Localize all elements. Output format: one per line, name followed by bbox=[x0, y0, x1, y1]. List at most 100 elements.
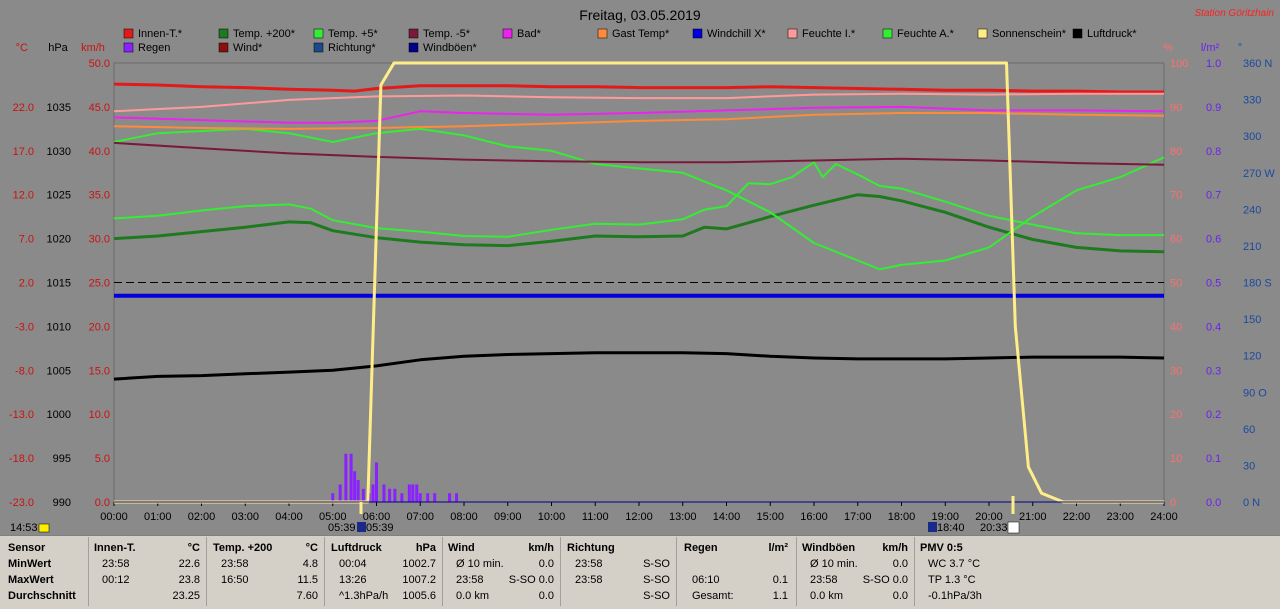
pct-tick: 30 bbox=[1170, 365, 1182, 377]
lm2-tick: 1.0 bbox=[1206, 58, 1221, 70]
legend-label: Feuchte A.* bbox=[897, 28, 955, 40]
summary-header: Richtung bbox=[567, 542, 615, 554]
x-tick: 03:00 bbox=[231, 511, 259, 523]
legend-label: Windchill X* bbox=[707, 28, 766, 40]
summary-cell-value: S-SO 0.0 bbox=[862, 574, 908, 586]
summary-cell-value: 1.1 bbox=[772, 590, 788, 602]
summary-divider bbox=[442, 537, 443, 606]
rain-bar bbox=[349, 453, 353, 502]
summary-cell-key: 0.0 km bbox=[456, 590, 490, 602]
rain-bar bbox=[338, 484, 342, 502]
x-tick: 09:00 bbox=[494, 511, 522, 523]
hpa-tick: 1010 bbox=[47, 321, 71, 333]
summary-unit: hPa bbox=[415, 542, 436, 554]
summary-table: Sensor Innen-T. °C Temp. +200 °C Luftdruck hPa… bbox=[0, 535, 1280, 609]
series-luftdruck bbox=[113, 351, 1165, 381]
summary-cell-value: S-SO 0.0 bbox=[508, 574, 554, 586]
legend-label: Luftdruck* bbox=[1087, 28, 1137, 40]
summary-cell-value: S-SO bbox=[643, 590, 670, 602]
weather-chart: Freitag, 03.05.2019 Station Göritzhain I… bbox=[8, 7, 1276, 534]
rain-bar bbox=[344, 453, 348, 502]
series-gast-temp bbox=[113, 112, 1165, 130]
summary-cell-key: 00:04 bbox=[339, 558, 367, 570]
x-tick: 23:00 bbox=[1106, 511, 1134, 523]
pct-tick: 60 bbox=[1170, 234, 1182, 246]
x-tick: 18:00 bbox=[888, 511, 916, 523]
summary-divider bbox=[88, 537, 89, 606]
deg-tick: 330 bbox=[1243, 95, 1261, 107]
summary-cell-key: 00:12 bbox=[102, 574, 130, 586]
summary-divider bbox=[560, 537, 561, 606]
rain-bar bbox=[418, 493, 422, 502]
summary-header: Sensor bbox=[8, 542, 46, 554]
summary-cell-value: 23.8 bbox=[178, 574, 200, 586]
summary-cell-key: Ø 10 min. bbox=[810, 558, 858, 570]
rain-bar bbox=[455, 493, 459, 502]
summary-cell-key: TP 1.3 °C bbox=[928, 574, 976, 586]
summary-cell-key: ^1.3hPa/h bbox=[339, 590, 389, 602]
lm2-tick: 0.7 bbox=[1206, 190, 1221, 202]
legend-swatch bbox=[218, 28, 229, 39]
legend-swatch bbox=[502, 28, 513, 39]
lm2-tick: 0.8 bbox=[1206, 146, 1221, 158]
series-temp-5 bbox=[113, 161, 1164, 238]
deg-tick: 210 bbox=[1243, 241, 1261, 253]
unit-label: % bbox=[1163, 42, 1173, 54]
kmh-tick: 50.0 bbox=[89, 58, 110, 70]
x-tick: 08:00 bbox=[450, 511, 478, 523]
legend-swatch bbox=[123, 42, 134, 53]
c-tick: 2.0 bbox=[19, 278, 34, 290]
hpa-tick: 1015 bbox=[47, 278, 71, 290]
x-tick: 24:00 bbox=[1150, 511, 1178, 523]
legend-swatch bbox=[977, 28, 988, 39]
kmh-tick: 20.0 bbox=[89, 321, 110, 333]
summary-cell-value: 1002.7 bbox=[402, 558, 436, 570]
legend-label: Innen-T.* bbox=[138, 28, 183, 40]
lm2-tick: 0.6 bbox=[1206, 234, 1221, 246]
x-tick: 19:00 bbox=[931, 511, 959, 523]
hpa-tick: 995 bbox=[53, 453, 71, 465]
legend-swatch bbox=[408, 28, 419, 39]
rain-bar bbox=[426, 493, 430, 502]
x-tick: 16:00 bbox=[800, 511, 828, 523]
rain-bar bbox=[353, 471, 357, 502]
x-tick: 05:00 bbox=[319, 511, 347, 523]
summary-cell-value: 11.5 bbox=[297, 574, 318, 586]
now-indicator-icon bbox=[38, 523, 50, 533]
summary-divider bbox=[914, 537, 915, 606]
pct-tick: 80 bbox=[1170, 146, 1182, 158]
summary-header: PMV 0:5 bbox=[920, 542, 963, 554]
summary-row-label: Durchschnitt bbox=[8, 590, 76, 602]
kmh-tick: 15.0 bbox=[89, 365, 110, 377]
legend-swatch bbox=[123, 28, 134, 39]
summary-cell-key: Gesamt: bbox=[692, 590, 734, 602]
rain-bar bbox=[382, 484, 386, 502]
series-sonnenschein bbox=[114, 61, 1164, 504]
series-group bbox=[113, 61, 1165, 504]
moonrise-icon bbox=[928, 522, 937, 532]
summary-header: Temp. +200 bbox=[213, 542, 273, 554]
summary-cell-key: -0.1hPa/3h bbox=[928, 590, 982, 602]
summary-cell-value: 1007.2 bbox=[402, 574, 436, 586]
summary-cell-value: 0.1 bbox=[772, 574, 788, 586]
lm2-tick: 0.5 bbox=[1206, 278, 1221, 290]
x-tick: 10:00 bbox=[538, 511, 566, 523]
lm2-tick: 0.1 bbox=[1206, 453, 1221, 465]
deg-tick: 30 bbox=[1243, 460, 1255, 472]
legend-swatch bbox=[882, 28, 893, 39]
series-innen-t bbox=[113, 82, 1164, 94]
summary-cell-key: 16:50 bbox=[221, 574, 249, 586]
summary-cell-value: 7.60 bbox=[296, 590, 318, 602]
c-tick: -23.0 bbox=[9, 497, 34, 509]
pct-tick: 50 bbox=[1170, 278, 1182, 290]
pct-tick: 0 bbox=[1170, 497, 1176, 509]
x-tick: 17:00 bbox=[844, 511, 872, 523]
marker-sunset: 20:33 bbox=[980, 522, 1008, 534]
time-markers: 14:53 05:39 05:39 18:40 20:33 bbox=[10, 496, 1020, 534]
lm2-tick: 0.3 bbox=[1206, 365, 1221, 377]
deg-tick: 360 N bbox=[1243, 58, 1272, 70]
kmh-tick: 45.0 bbox=[89, 102, 110, 114]
kmh-tick: 40.0 bbox=[89, 146, 110, 158]
rain-bar bbox=[375, 462, 378, 502]
legend-swatch bbox=[313, 28, 324, 39]
